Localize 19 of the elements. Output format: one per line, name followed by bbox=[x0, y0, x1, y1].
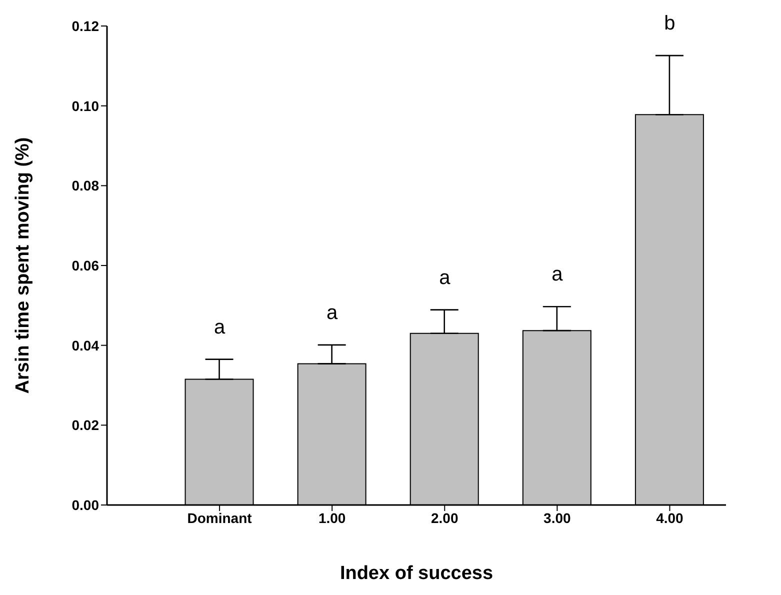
y-tick-label: 0.00 bbox=[72, 496, 100, 513]
x-tick-label: 3.00 bbox=[544, 510, 572, 526]
annotation: a bbox=[439, 266, 452, 289]
x-tick-label: Dominant bbox=[187, 510, 252, 526]
y-tick-label: 0.08 bbox=[72, 178, 100, 194]
y-tick-label: 0.12 bbox=[72, 18, 100, 34]
annotation: a bbox=[552, 264, 564, 286]
y-tick-label: 0.10 bbox=[72, 98, 100, 114]
x-tick-label: 2.00 bbox=[431, 510, 458, 526]
y-tick-label: 0.04 bbox=[72, 337, 100, 354]
annotation: b bbox=[664, 12, 676, 35]
x-axis-title: Index of success bbox=[340, 563, 494, 584]
x-tick-label: 1.00 bbox=[318, 510, 346, 526]
y-tick-label: 0.02 bbox=[72, 417, 100, 434]
x-tick-label: 4.00 bbox=[656, 510, 684, 526]
y-axis-title: Arsin time spent moving (%) bbox=[12, 137, 34, 394]
annotation: a bbox=[214, 316, 226, 338]
y-tick-label: 0.06 bbox=[72, 257, 100, 274]
annotation: a bbox=[326, 302, 339, 324]
